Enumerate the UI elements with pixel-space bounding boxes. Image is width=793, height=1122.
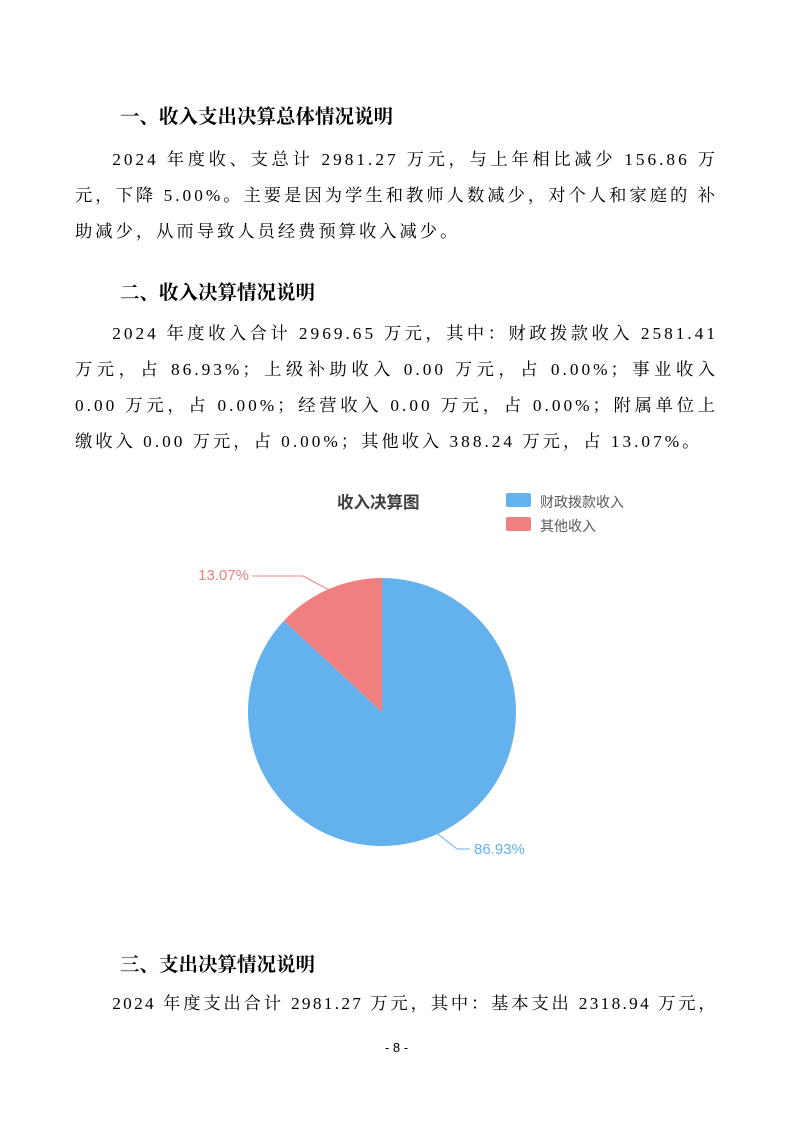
svg-text:13.07%: 13.07% <box>198 567 249 584</box>
svg-text:86.93%: 86.93% <box>474 841 525 858</box>
